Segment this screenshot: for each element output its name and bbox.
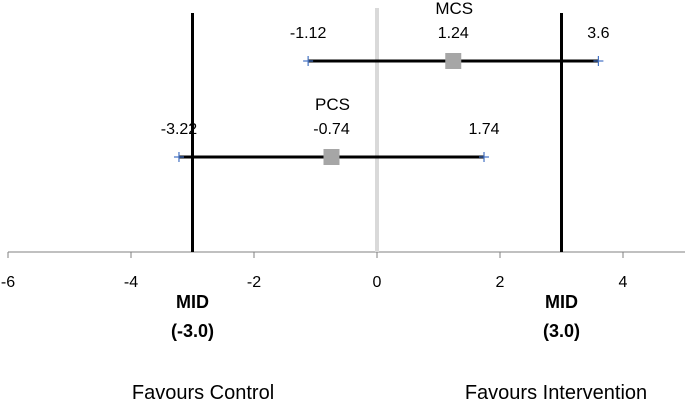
x-axis: -6 -4 -2 0 2 4 <box>1 251 685 291</box>
favours-control-label: Favours Control <box>132 382 274 404</box>
annotations: Favours Control Favours Intervention <box>132 382 647 404</box>
mid-value-label: (3.0) <box>543 321 580 341</box>
x-tick-label: -4 <box>124 274 138 291</box>
series-name-label: PCS <box>315 95 350 114</box>
series-rows: -1.12 1.24 3.6 MCS -3.22 -0.74 1.74 PCS <box>161 0 610 165</box>
favours-intervention-label: Favours Intervention <box>465 382 647 404</box>
mid-label: MID <box>176 292 209 312</box>
estimate-label: 1.24 <box>438 25 469 42</box>
estimate-label: -0.74 <box>313 121 350 138</box>
mid-value-label: (-3.0) <box>171 321 214 341</box>
x-tick-label: 0 <box>373 274 382 291</box>
reference-lines: MID (-3.0) MID (3.0) <box>171 8 580 341</box>
x-tick-label: -6 <box>1 274 15 291</box>
x-tick-label: -2 <box>247 274 261 291</box>
point-estimate-marker <box>445 53 462 69</box>
upper-bound-label: 1.74 <box>468 121 499 138</box>
mid-label: MID <box>545 292 578 312</box>
series-name-label: MCS <box>435 0 473 18</box>
x-tick-label: 4 <box>619 274 628 291</box>
x-tick-label: 2 <box>496 274 505 291</box>
lower-bound-label: -3.22 <box>161 121 198 138</box>
point-estimate-marker <box>323 149 340 165</box>
lower-bound-label: -1.12 <box>290 25 327 42</box>
upper-bound-label: 3.6 <box>587 25 609 42</box>
